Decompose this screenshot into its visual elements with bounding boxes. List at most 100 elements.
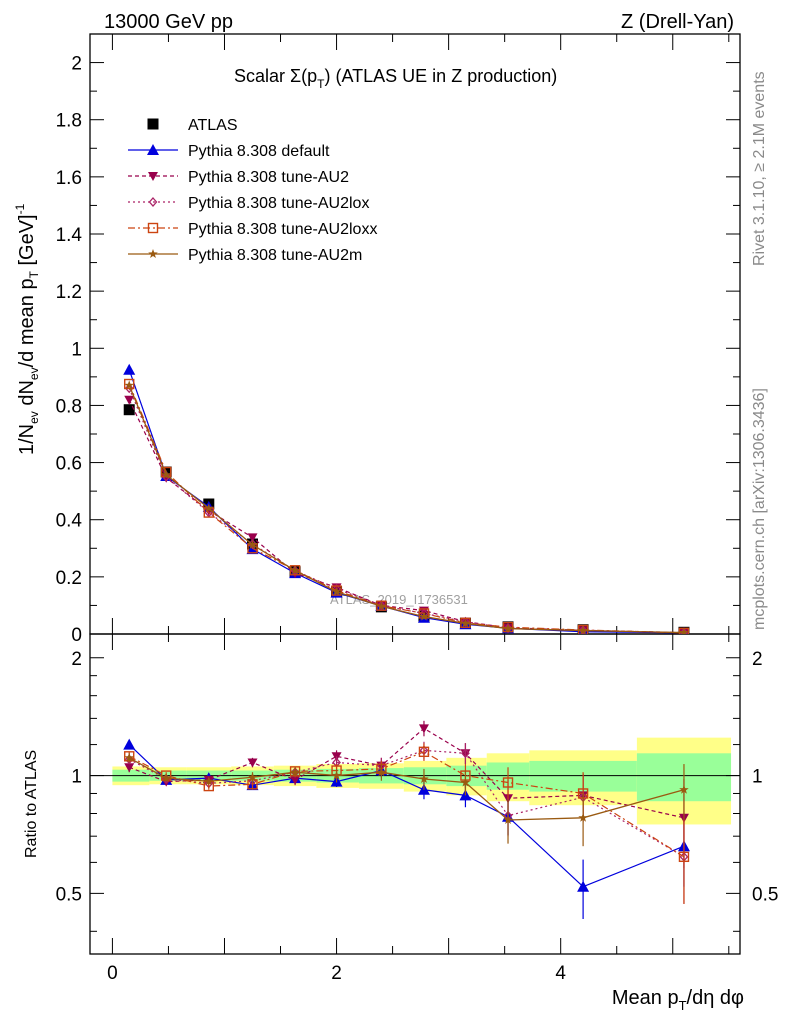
- ratio-point-AU2m: [331, 770, 342, 780]
- y-tick-label-main: 2: [71, 54, 82, 75]
- legend-marker-ATLAS: [147, 118, 159, 130]
- ratio-line-AU2loxx: [128, 751, 685, 858]
- main-point-AU2m: [460, 618, 471, 628]
- ratio-line-default: [128, 744, 685, 888]
- main-point-AU2loxx: [331, 585, 342, 596]
- main-point-AU2lox: [124, 383, 134, 394]
- main-point-AU2lox: [377, 600, 386, 611]
- main-series: [123, 363, 690, 634]
- main-series-AU2m: [124, 380, 689, 634]
- ratio-point-AU2m: [204, 776, 214, 786]
- y-tick-label-main: 1.8: [56, 111, 82, 132]
- ratio-series: [123, 720, 690, 920]
- main-point-AU2lox: [161, 471, 171, 482]
- mcplots-label: mcplots.cern.ch [arXiv:1306.3436]: [751, 388, 768, 630]
- ratio-point-AU2m: [247, 772, 258, 782]
- header-right: Z (Drell-Yan): [621, 11, 734, 33]
- legend-label-AU2lox: Pythia 8.308 tune-AU2lox: [188, 195, 369, 212]
- main-point-AU2: [203, 506, 214, 516]
- x-tick-label: 0: [107, 963, 118, 984]
- legend-marker-AU2m: [148, 249, 158, 258]
- ratio-point-AU2loxx: [418, 746, 430, 758]
- y-tick-label-main: 1.6: [56, 168, 82, 189]
- legend-label-AU2m: Pythia 8.308 tune-AU2m: [188, 247, 362, 264]
- ratio-point-default: [123, 738, 136, 750]
- main-point-AU2lox: [578, 625, 588, 634]
- ratio-point-AU2m: [679, 784, 689, 794]
- legend-marker-AU2: [148, 172, 158, 181]
- x-tick-label: 4: [555, 963, 566, 984]
- y-tick-label-main: 0.8: [56, 396, 82, 417]
- main-point-AU2m: [376, 601, 387, 611]
- ratio-line-AU2lox: [128, 749, 685, 858]
- ratio-point-AU2: [418, 724, 429, 734]
- main-point-AU2m: [204, 503, 214, 513]
- y-tick-label-ratio-right: 1: [752, 767, 763, 788]
- legend: ATLAS Pythia 8.308 default Pythia 8.308 tu…: [128, 117, 377, 264]
- main-point-AU2loxx: [376, 600, 387, 611]
- y-axis-label-main: 1/Nev dNev/d mean pT [GeV]-1: [13, 203, 41, 455]
- ratio-point-AU2m: [124, 752, 134, 762]
- legend-label-AU2loxx: Pythia 8.308 tune-AU2loxx: [188, 221, 377, 238]
- main-point-AU2m: [124, 380, 134, 390]
- y-tick-label-main: 0: [71, 625, 82, 646]
- x-axis-label: Mean pT/dη dφ: [612, 987, 744, 1013]
- main-point-ATLAS: [123, 404, 135, 416]
- ratio-line-AU2: [129, 727, 685, 819]
- analysis-watermark: ATLAS_2019_I1736531: [330, 592, 468, 607]
- ratio-point-default: [577, 880, 590, 892]
- main-point-AU2lox: [461, 616, 470, 627]
- main-point-AU2m: [419, 611, 429, 621]
- ratio-line-AU2m: [128, 757, 685, 821]
- main-point-AU2m: [161, 469, 171, 479]
- axes: 0 0.2 0.4 0.6 0.8 1 1.2 1.4 1.6 1.8 2 0.5 0.5 1 1 2 2 0 2 4: [56, 33, 778, 984]
- ratio-point-AU2m: [419, 774, 429, 783]
- ratio-plot-frame: [89, 633, 741, 955]
- plot-title-sub: T: [317, 77, 325, 91]
- header-left: 13000 GeV pp: [104, 11, 233, 33]
- ratio-point-AU2m: [503, 815, 513, 824]
- y-tick-label-main: 1: [71, 339, 82, 360]
- y-tick-label-main: 0.6: [56, 454, 82, 475]
- ratio-point-AU2: [290, 775, 301, 785]
- plot-title-prefix: Scalar Σ(p: [234, 66, 317, 86]
- main-point-AU2: [124, 395, 135, 405]
- ratio-point-AU2m: [290, 767, 300, 777]
- y-tick-label-ratio-right: 2: [752, 649, 763, 670]
- legend-label-default: Pythia 8.308 default: [188, 143, 330, 160]
- ratio-point-AU2: [247, 758, 258, 768]
- legend-marker-default: [147, 144, 159, 155]
- y-tick-label-ratio: 1: [71, 767, 82, 788]
- ratio-point-AU2loxx: [502, 777, 514, 788]
- main-point-AU2m: [679, 627, 689, 634]
- main-point-AU2m: [247, 539, 258, 549]
- y-tick-label-main: 0.2: [56, 568, 82, 589]
- legend-marker-AU2lox: [148, 197, 158, 207]
- main-line-AU2m: [128, 385, 684, 634]
- main-line-AU2: [128, 399, 684, 634]
- y-tick-label-ratio: 2: [71, 649, 82, 670]
- y-tick-label-main: 1.2: [56, 282, 82, 303]
- ratio-series-AU2m: [124, 752, 689, 847]
- ratio-point-AU2lox: [461, 748, 470, 759]
- x-tick-label: 2: [331, 963, 342, 984]
- ratio-point-AU2m: [161, 773, 171, 783]
- plot-title: Scalar Σ(pT) (ATLAS UE in Z production): [234, 66, 557, 91]
- ratio-point-AU2m: [578, 812, 588, 822]
- ratio-point-AU2m: [460, 777, 471, 787]
- y-tick-label-main: 1.4: [56, 225, 83, 246]
- plot-title-suffix: ) (ATLAS UE in Z production): [325, 66, 558, 86]
- main-point-AU2m: [331, 586, 342, 596]
- main-point-AU2: [247, 533, 258, 543]
- legend-marker-AU2loxx: [147, 222, 159, 234]
- rivet-version-label: Rivet 3.1.10, ≥ 2.1M events: [751, 71, 768, 266]
- y-tick-label-ratio: 0.5: [56, 884, 82, 905]
- main-point-AU2m: [578, 625, 588, 634]
- legend-label-ATLAS: ATLAS: [188, 117, 238, 134]
- y-tick-label-main: 0.4: [56, 511, 83, 532]
- ratio-point-AU2m: [376, 767, 387, 777]
- ratio-point-AU2loxx: [678, 851, 690, 863]
- y-axis-label-ratio: Ratio to ATLAS: [23, 750, 40, 858]
- main-point-AU2m: [503, 623, 513, 633]
